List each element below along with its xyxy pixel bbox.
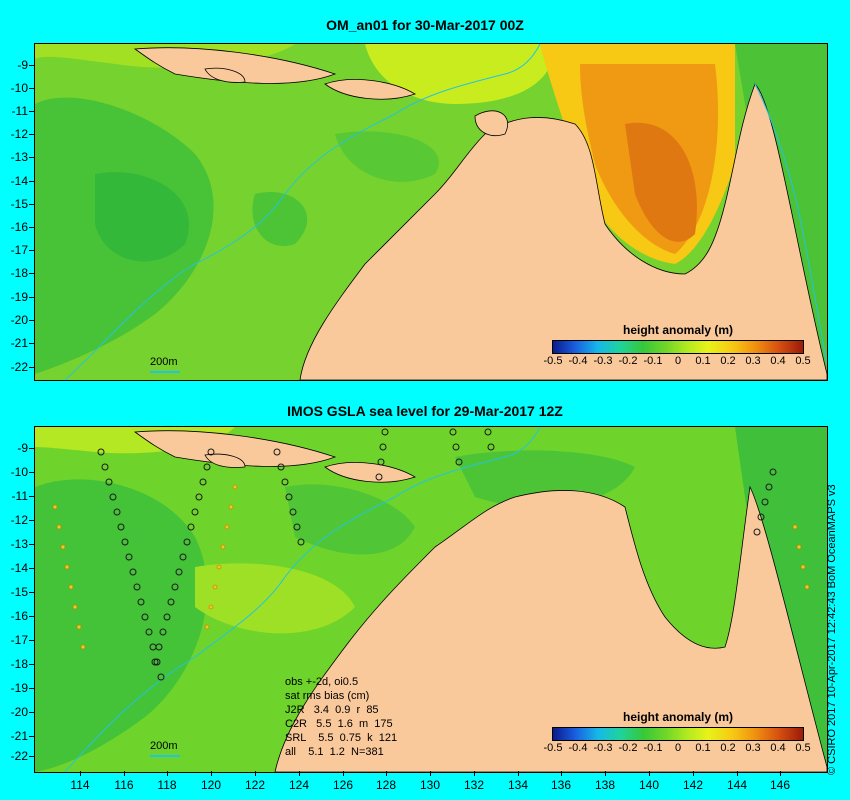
x-tick-label: 114 [70, 778, 89, 792]
legend-tick: -0.1 [644, 355, 663, 367]
legend-ticks: -0.5 -0.4 -0.3 -0.2 -0.1 0 0.1 0.2 0.3 0… [548, 741, 808, 755]
stats-line: sat rms bias (cm) [285, 689, 397, 703]
x-tick-label: 132 [464, 778, 484, 792]
y-tick-label: -11 [12, 104, 28, 118]
legend-tick: -0.1 [644, 742, 663, 754]
legend-tick: 0.1 [695, 742, 710, 754]
stats-row: J2R 3.4 0.9 r 85 [285, 703, 397, 717]
stats-row: all 5.1 1.2 N=381 [285, 745, 397, 759]
legend-tick: -0.4 [569, 742, 588, 754]
x-tick-label: 130 [420, 778, 440, 792]
y-tick-label: -15 [11, 585, 28, 599]
y-tick-label: -10 [11, 465, 28, 479]
legend-tick: -0.3 [594, 355, 613, 367]
x-tick-label: 124 [289, 778, 309, 792]
legend-tick: 0 [675, 742, 681, 754]
x-tick-label: 134 [508, 778, 528, 792]
panel1-title: OM_an01 for 30-Mar-2017 00Z [0, 17, 850, 33]
x-tick-label: 116 [114, 778, 133, 792]
panel2-legend: height anomaly (m) -0.5 -0.4 -0.3 -0.2 -… [548, 710, 808, 755]
legend-title: height anomaly (m) [548, 710, 808, 724]
y-tick-label: -13 [11, 537, 28, 551]
y-tick-label: -17 [11, 243, 28, 257]
y-tick-label: -12 [11, 513, 28, 527]
legend-tick: 0 [675, 355, 681, 367]
credit-text: © CSIRO 2017 10-Apr-2017 12:42:43 BoM Oc… [826, 751, 838, 775]
color-scale-bar [552, 340, 804, 354]
y-tick-label: -20 [11, 313, 28, 327]
y-tick-label: -16 [11, 220, 28, 234]
y-tick-label: -12 [11, 127, 28, 141]
y-tick-label: -22 [11, 360, 28, 374]
color-scale-bar [552, 727, 804, 741]
y-tick-label: -19 [11, 681, 28, 695]
x-tick-label: 126 [333, 778, 353, 792]
y-tick-label: -19 [11, 290, 28, 304]
x-tick-label: 136 [551, 778, 571, 792]
y-tick-label: -13 [11, 150, 28, 164]
x-tick-label: 140 [639, 778, 659, 792]
panel2-scale-line [150, 755, 180, 757]
legend-tick: 0.4 [770, 742, 785, 754]
panel2-title: IMOS GSLA sea level for 29-Mar-2017 12Z [0, 403, 850, 419]
legend-tick: 0.2 [720, 355, 735, 367]
legend-tick: 0.1 [695, 355, 710, 367]
y-tick-label: -21 [11, 729, 28, 743]
observation-stats: obs +-2d, oi0.5 sat rms bias (cm) J2R 3.… [285, 675, 397, 759]
stats-row: C2R 5.5 1.6 m 175 [285, 717, 397, 731]
x-tick-label: 144 [727, 778, 747, 792]
y-tick-label: -21 [11, 336, 28, 350]
y-tick-label: -10 [11, 81, 28, 95]
legend-tick: 0.3 [745, 355, 760, 367]
legend-tick: 0.4 [770, 355, 785, 367]
y-tick-label: -18 [11, 657, 28, 671]
legend-tick: -0.4 [569, 355, 588, 367]
y-tick-label: -14 [11, 561, 28, 575]
y-tick-label: -17 [11, 633, 28, 647]
legend-tick: 0.2 [720, 742, 735, 754]
panel1-scale-label: 200m [150, 356, 178, 368]
y-tick-label: -18 [11, 266, 28, 280]
panel1-y-axis: -9 -10 -11 -12 -13 -14 -15 -16 -17 -18 -… [0, 43, 34, 379]
panel2-y-axis: -9 -10 -11 -12 -13 -14 -15 -16 -17 -18 -… [0, 426, 34, 771]
legend-ticks: -0.5 -0.4 -0.3 -0.2 -0.1 0 0.1 0.2 0.3 0… [548, 354, 808, 368]
x-tick-label: 118 [157, 778, 176, 792]
legend-title: height anomaly (m) [548, 323, 808, 337]
y-tick-label: -9 [17, 58, 28, 72]
stats-row: SRL 5.5 0.75 k 121 [285, 731, 397, 745]
y-tick-label: -9 [17, 441, 28, 455]
panel1-scale-line [150, 371, 180, 373]
x-tick-label: 120 [201, 778, 221, 792]
legend-tick: -0.3 [594, 742, 613, 754]
legend-tick: -0.5 [544, 742, 563, 754]
x-tick-label: 142 [683, 778, 703, 792]
y-tick-label: -22 [11, 749, 28, 763]
legend-tick: 0.5 [795, 355, 810, 367]
panel2-scale-label: 200m [150, 740, 178, 752]
x-tick-label: 138 [595, 778, 615, 792]
y-tick-label: -15 [11, 197, 28, 211]
legend-tick: -0.2 [619, 742, 638, 754]
y-tick-label: -14 [11, 174, 28, 188]
y-tick-label: -11 [12, 489, 28, 503]
legend-tick: 0.5 [795, 742, 810, 754]
panel1-legend: height anomaly (m) -0.5 -0.4 -0.3 -0.2 -… [548, 323, 808, 368]
x-tick-label: 122 [245, 778, 265, 792]
y-tick-label: -16 [11, 609, 28, 623]
x-tick-label: 128 [376, 778, 396, 792]
legend-tick: -0.2 [619, 355, 638, 367]
x-tick-label: 146 [770, 778, 790, 792]
y-tick-label: -20 [11, 705, 28, 719]
stats-line: obs +-2d, oi0.5 [285, 675, 397, 689]
legend-tick: 0.3 [745, 742, 760, 754]
legend-tick: -0.5 [544, 355, 563, 367]
